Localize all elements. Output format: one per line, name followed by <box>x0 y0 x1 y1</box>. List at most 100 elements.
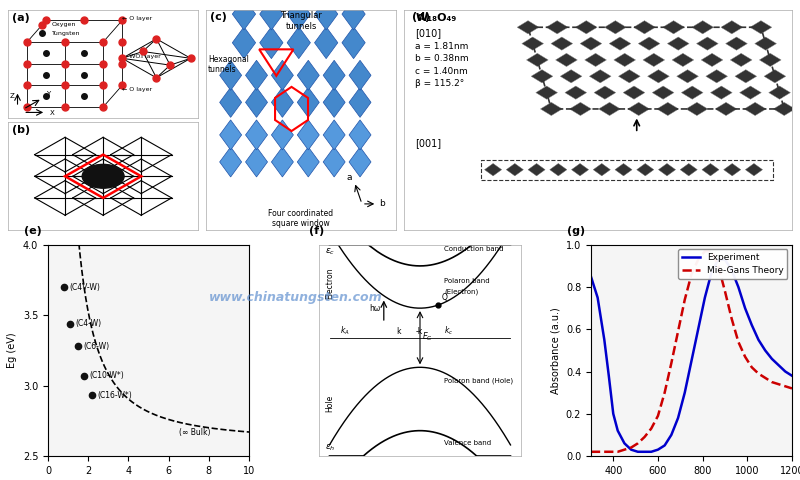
Polygon shape <box>692 21 714 34</box>
Polygon shape <box>643 53 665 67</box>
Polygon shape <box>287 0 310 30</box>
Mie-Gans Theory <box>700 248 710 254</box>
Polygon shape <box>735 70 757 83</box>
Experiment <box>706 269 716 275</box>
Polygon shape <box>349 60 371 90</box>
Experiment <box>694 326 703 332</box>
Polygon shape <box>652 86 674 99</box>
Text: Polaron band: Polaron band <box>444 278 490 284</box>
Polygon shape <box>517 21 539 34</box>
Text: (C16-W*): (C16-W*) <box>98 391 132 400</box>
Experiment <box>604 373 614 379</box>
Experiment <box>760 348 770 353</box>
Mie-Gans Theory <box>620 447 630 453</box>
Polygon shape <box>246 87 267 117</box>
Experiment <box>686 358 696 364</box>
Mie-Gans Theory <box>646 426 656 432</box>
Polygon shape <box>298 60 319 90</box>
Text: ← WO₃ layer: ← WO₃ layer <box>122 54 161 60</box>
Text: Z: Z <box>10 93 14 99</box>
Polygon shape <box>232 27 256 59</box>
Polygon shape <box>485 164 502 176</box>
Polygon shape <box>349 87 371 117</box>
Mie-Gans Theory <box>781 384 790 389</box>
Experiment <box>767 356 777 362</box>
Mie-Gans Theory <box>626 444 636 450</box>
Polygon shape <box>701 53 723 67</box>
Y-axis label: Eg (eV): Eg (eV) <box>7 333 18 368</box>
Text: (C6-W): (C6-W) <box>83 342 110 351</box>
Polygon shape <box>232 0 256 30</box>
Experiment <box>613 428 622 433</box>
Polygon shape <box>271 87 294 117</box>
Text: Four coordinated
square window: Four coordinated square window <box>269 209 334 228</box>
Text: β = 115.2°: β = 115.2° <box>415 79 465 88</box>
Polygon shape <box>342 27 366 59</box>
Text: ← O layer: ← O layer <box>122 87 152 92</box>
Legend: Experiment, Mie-Gans Theory: Experiment, Mie-Gans Theory <box>678 249 787 279</box>
Text: Hole: Hole <box>326 395 334 412</box>
Polygon shape <box>662 21 685 34</box>
Experiment <box>593 295 602 300</box>
Text: $E_G$: $E_G$ <box>422 331 433 343</box>
Polygon shape <box>594 86 616 99</box>
Experiment <box>646 449 656 455</box>
Polygon shape <box>730 53 752 67</box>
Experiment <box>626 447 636 453</box>
Mie-Gans Theory <box>734 339 743 345</box>
Polygon shape <box>774 102 795 116</box>
Polygon shape <box>634 21 655 34</box>
Polygon shape <box>298 87 319 117</box>
Text: (f): (f) <box>310 227 325 236</box>
Experiment <box>674 415 683 421</box>
Polygon shape <box>349 147 371 177</box>
Polygon shape <box>682 86 703 99</box>
Polygon shape <box>697 37 718 50</box>
Circle shape <box>82 164 124 188</box>
Polygon shape <box>746 164 762 176</box>
Mie-Gans Theory <box>767 379 777 385</box>
Polygon shape <box>677 70 698 83</box>
Polygon shape <box>667 37 689 50</box>
Mie-Gans Theory <box>599 449 609 455</box>
Polygon shape <box>715 102 737 116</box>
Text: Electron: Electron <box>326 267 334 299</box>
Experiment <box>787 373 797 379</box>
Text: www.chinatungsten.com: www.chinatungsten.com <box>209 291 383 304</box>
Polygon shape <box>271 60 294 90</box>
Mie-Gans Theory <box>674 328 683 334</box>
Polygon shape <box>271 120 294 150</box>
Text: b: b <box>379 199 385 208</box>
Experiment <box>660 443 670 448</box>
Experiment <box>640 449 650 455</box>
Mie-Gans Theory <box>666 360 676 366</box>
Mie-Gans Theory <box>694 257 703 263</box>
Mie-Gans Theory <box>609 449 618 455</box>
Polygon shape <box>349 120 371 150</box>
Text: Q: Q <box>442 293 448 302</box>
Experiment <box>599 337 609 343</box>
Mie-Gans Theory <box>754 371 763 376</box>
Polygon shape <box>750 21 772 34</box>
Experiment <box>747 322 757 328</box>
Text: a = 1.81nm: a = 1.81nm <box>415 42 469 51</box>
Text: (Electron): (Electron) <box>444 288 478 295</box>
Experiment <box>653 447 662 453</box>
Y-axis label: Absorbance (a.u.): Absorbance (a.u.) <box>550 307 560 394</box>
Polygon shape <box>220 147 242 177</box>
Mie-Gans Theory <box>633 441 642 446</box>
Mie-Gans Theory <box>660 390 670 396</box>
Text: k: k <box>396 326 400 336</box>
Polygon shape <box>323 60 345 90</box>
Polygon shape <box>638 37 660 50</box>
Polygon shape <box>287 27 310 59</box>
Polygon shape <box>637 164 654 176</box>
Text: Oxygen: Oxygen <box>52 22 76 27</box>
Text: (C4V-W): (C4V-W) <box>69 283 100 291</box>
Mie-Gans Theory <box>653 413 662 419</box>
Polygon shape <box>594 164 610 176</box>
Polygon shape <box>672 53 694 67</box>
Polygon shape <box>531 70 553 83</box>
Polygon shape <box>657 102 678 116</box>
Polygon shape <box>759 53 781 67</box>
